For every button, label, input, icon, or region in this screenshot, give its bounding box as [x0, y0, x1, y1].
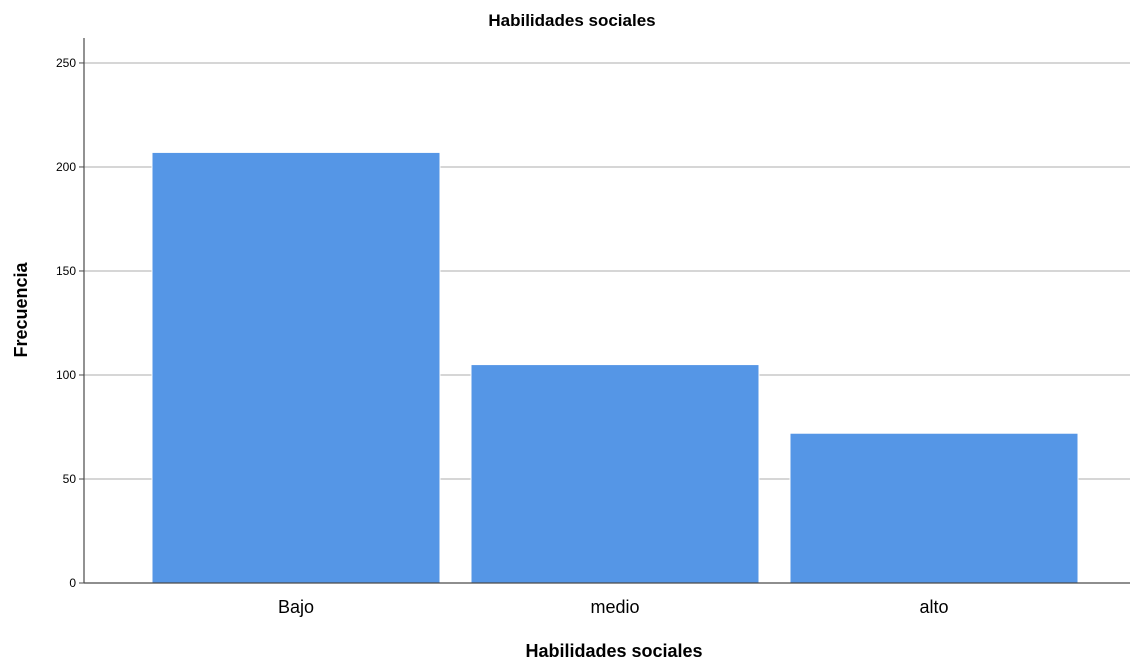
x-tick-labels: Bajo medio alto	[278, 597, 949, 617]
bar-medio	[470, 364, 760, 584]
chart-title: Habilidades sociales	[488, 11, 655, 30]
x-axis-title: Habilidades sociales	[525, 641, 702, 661]
y-tick-label: 100	[56, 368, 76, 382]
x-tick-label: medio	[590, 597, 639, 617]
x-tick-label: Bajo	[278, 597, 314, 617]
y-tick-label: 0	[69, 576, 76, 590]
bars	[151, 151, 1079, 584]
y-tick-label: 50	[63, 472, 77, 486]
x-tick-label: alto	[919, 597, 948, 617]
y-tick-label: 250	[56, 56, 76, 70]
bar-alto	[789, 432, 1079, 584]
y-tick-label: 200	[56, 160, 76, 174]
y-tick-labels: 0 50 100 150 200 250	[56, 56, 84, 590]
bar-bajo	[151, 151, 441, 584]
y-tick-label: 150	[56, 264, 76, 278]
y-axis-title: Frecuencia	[11, 261, 31, 357]
